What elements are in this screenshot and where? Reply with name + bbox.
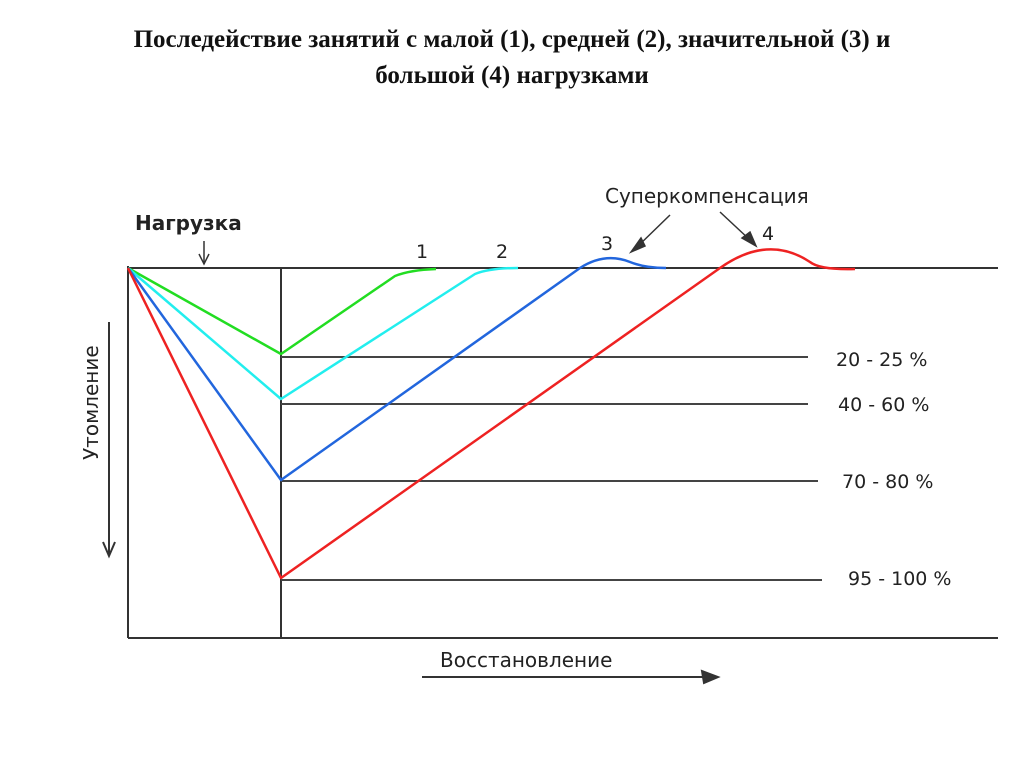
fatigue-arrow-icon <box>102 322 116 559</box>
level-lines <box>281 356 822 581</box>
supercompensation-label: Суперкомпенсация <box>605 184 809 208</box>
level-label-2: 40 - 60 % <box>838 394 929 416</box>
level-label-4: 95 - 100 % <box>848 568 951 590</box>
curve-1 <box>127 266 437 356</box>
curve-4 <box>126 248 856 580</box>
curve-label-4: 4 <box>762 223 774 245</box>
chart-title: Последействие занятий с малой (1), средн… <box>0 22 1024 94</box>
fatigue-label: Утомление <box>79 345 103 460</box>
curve-3 <box>126 256 667 482</box>
curve-label-1: 1 <box>416 241 428 263</box>
curve-label-3: 3 <box>601 233 613 255</box>
curve-2 <box>127 266 519 401</box>
recovery-label: Восстановление <box>440 648 612 672</box>
level-label-3: 70 - 80 % <box>842 471 933 493</box>
title-line-1: Последействие занятий с малой (1), средн… <box>133 26 891 53</box>
load-label: Нагрузка <box>135 211 242 235</box>
curve-label-2: 2 <box>496 241 508 263</box>
title-line-2: большой (4) нагрузками <box>375 62 649 89</box>
recovery-arrow-icon <box>422 669 721 685</box>
load-arrow-icon <box>198 241 210 266</box>
level-label-1: 20 - 25 % <box>836 349 927 371</box>
supercompensation-arrows-icon <box>628 211 758 254</box>
